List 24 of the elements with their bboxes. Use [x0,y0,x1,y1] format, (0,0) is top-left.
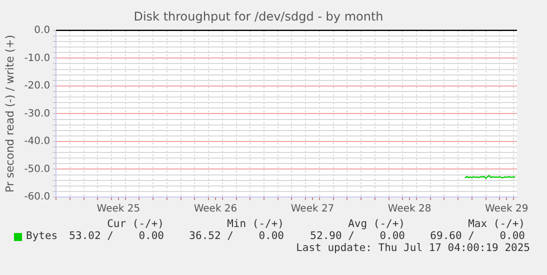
legend-label: Bytes [26,230,58,242]
text: 36.52 / 0.00 [189,230,284,242]
y-tick-label: -30.0 [24,108,50,120]
chart-title: Disk throughput for /dev/sdgd - by month [134,9,384,24]
text: Avg (-/+) [348,218,405,230]
text: 69.60 / 0.00 [430,230,525,242]
text: Cur (-/+) [107,218,164,230]
y-tick-label: -10.0 [24,52,50,64]
y-tick-label: -20.0 [24,80,50,92]
y-tick-label: 0.0 [34,24,50,36]
x-tick-label: Week 27 [290,204,334,215]
x-tick-label: Week 26 [194,204,238,215]
x-tick-label: Week 28 [388,204,432,215]
text: 53.02 / 0.00 [69,230,164,242]
text: Last update: Thu Jul 17 04:00:19 2025 [296,242,530,254]
y-tick-label: -60.0 [24,192,50,203]
text: Max (-/+) [468,218,525,230]
text: Min (-/+) [227,218,284,230]
y-axis-title: Pr second read (-) / write (+) [3,34,16,193]
y-tick-label: -40.0 [24,136,50,148]
y-tick-label: -50.0 [24,164,50,175]
text: 52.90 / 0.00 [310,230,405,242]
x-tick-label: Week 29 [484,204,528,215]
x-tick-label: Week 25 [96,204,140,215]
